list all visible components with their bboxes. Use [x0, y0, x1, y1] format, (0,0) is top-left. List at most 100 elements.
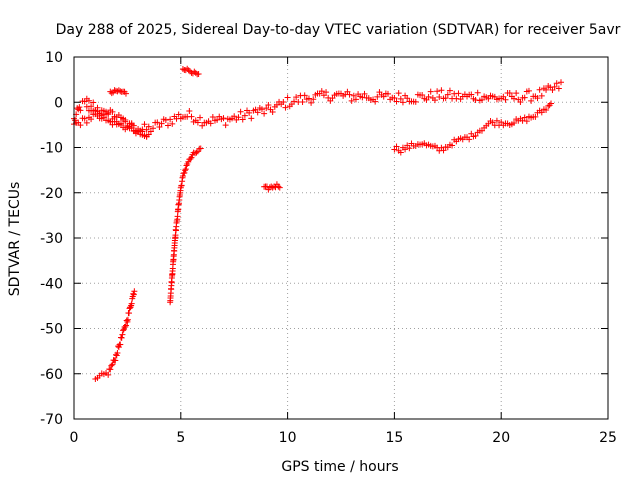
y-axis-label: SDTVAR / TECUs	[7, 182, 23, 297]
series-segment-afternoon-lower-trace	[391, 100, 555, 156]
y-tick-label: 10	[45, 50, 63, 66]
series-segment-main-upper-trace	[71, 79, 565, 136]
y-tick-label: -60	[40, 367, 63, 383]
data-point	[108, 90, 115, 97]
grid-lines	[74, 57, 608, 419]
data-point	[391, 94, 398, 101]
data-point	[397, 95, 404, 102]
data-point	[402, 146, 409, 153]
x-tick-label: 0	[70, 430, 79, 446]
data-point	[194, 148, 201, 155]
data-point	[164, 122, 171, 129]
data-point	[158, 120, 165, 127]
data-point	[119, 331, 126, 338]
data-point	[254, 109, 261, 116]
data-point	[199, 122, 206, 129]
data-point	[538, 109, 545, 116]
data-point	[92, 107, 99, 114]
data-point	[122, 323, 129, 330]
data-point	[139, 128, 146, 135]
data-point	[511, 119, 518, 126]
data-point	[214, 116, 221, 123]
data-point	[474, 89, 481, 96]
data-point	[126, 310, 133, 317]
x-axis-label: GPS time / hours	[281, 459, 398, 475]
data-point	[191, 68, 198, 75]
y-tick-label: -30	[40, 231, 63, 247]
data-point	[472, 96, 479, 103]
data-point	[361, 90, 368, 97]
data-point	[130, 291, 137, 298]
data-point	[444, 91, 451, 98]
data-point	[195, 70, 202, 77]
data-point	[145, 123, 152, 130]
data-point	[558, 79, 565, 86]
series-segment-short-segment-near-2h	[107, 87, 129, 97]
data-point	[118, 334, 125, 341]
data-point	[188, 113, 195, 120]
data-point	[548, 100, 555, 107]
data-point	[184, 65, 191, 72]
data-point	[179, 172, 186, 179]
y-tick-label: 0	[54, 95, 63, 111]
data-point	[162, 116, 169, 123]
data-point	[436, 94, 443, 101]
data-point	[123, 317, 130, 324]
data-point	[275, 183, 282, 190]
data-point	[553, 80, 560, 87]
data-point	[131, 288, 138, 295]
x-tick-label: 5	[176, 430, 185, 446]
data-point	[493, 117, 500, 124]
data-point	[359, 94, 366, 101]
data-point	[425, 93, 432, 100]
data-point	[468, 91, 475, 98]
data-point	[105, 111, 112, 118]
data-point	[209, 114, 216, 121]
data-point	[310, 96, 317, 103]
data-point	[449, 142, 456, 149]
data-point	[318, 88, 325, 95]
data-point	[263, 105, 270, 112]
data-point	[523, 118, 530, 125]
data-point	[293, 94, 300, 101]
data-point	[175, 111, 182, 118]
y-tick-label: -20	[40, 186, 63, 202]
data-point	[241, 112, 248, 119]
data-point	[182, 166, 189, 173]
data-point	[88, 116, 95, 123]
data-point	[404, 95, 411, 102]
data-point	[517, 98, 524, 105]
series-segment-steep-rise-1h	[92, 288, 138, 382]
data-point	[124, 316, 131, 323]
data-point	[167, 116, 174, 123]
data-point	[186, 108, 193, 115]
data-point	[187, 155, 194, 162]
data-point	[380, 93, 387, 100]
data-point	[109, 108, 116, 115]
data-point	[112, 357, 119, 364]
data-point	[431, 97, 438, 104]
data-point	[90, 99, 97, 106]
data-point	[506, 90, 513, 97]
data-point	[98, 107, 105, 114]
data-point	[498, 119, 505, 126]
data-point	[500, 93, 507, 100]
data-point	[406, 145, 413, 152]
data-point	[183, 162, 190, 169]
data-point	[521, 94, 528, 101]
data-point	[150, 125, 157, 132]
data-point	[107, 366, 114, 373]
data-point	[72, 117, 79, 124]
data-point	[269, 108, 276, 115]
data-point	[172, 232, 179, 239]
x-tick-label: 15	[385, 430, 403, 446]
data-point	[115, 87, 122, 94]
data-point	[374, 93, 381, 100]
data-point	[427, 88, 434, 95]
data-point	[555, 85, 562, 92]
data-point	[122, 118, 129, 125]
data-point	[536, 86, 543, 93]
data-point	[384, 90, 391, 97]
data-point	[352, 96, 359, 103]
